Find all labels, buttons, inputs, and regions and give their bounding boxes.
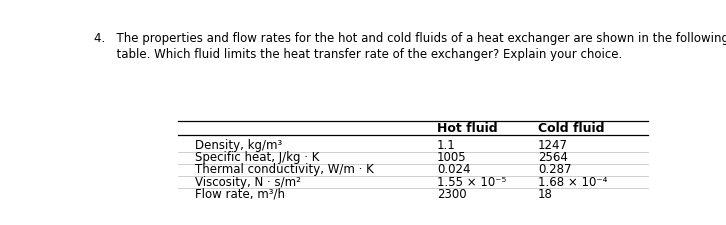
Text: 2300: 2300 bbox=[437, 188, 466, 201]
Text: 2564: 2564 bbox=[538, 151, 568, 164]
Text: 0.024: 0.024 bbox=[437, 163, 470, 176]
Text: table. Which fluid limits the heat transfer rate of the exchanger? Explain your : table. Which fluid limits the heat trans… bbox=[94, 48, 621, 61]
Text: Viscosity, N · s/m²: Viscosity, N · s/m² bbox=[195, 176, 301, 189]
Text: Flow rate, m³/h: Flow rate, m³/h bbox=[195, 188, 285, 201]
Text: 1247: 1247 bbox=[538, 139, 568, 152]
Text: 1005: 1005 bbox=[437, 151, 466, 164]
Text: 1.55 × 10⁻⁵: 1.55 × 10⁻⁵ bbox=[437, 176, 506, 189]
Text: Specific heat, J/kg · K: Specific heat, J/kg · K bbox=[195, 151, 319, 164]
Text: Hot fluid: Hot fluid bbox=[437, 122, 497, 135]
Text: Thermal conductivity, W/m · K: Thermal conductivity, W/m · K bbox=[195, 163, 374, 176]
Text: Cold fluid: Cold fluid bbox=[538, 122, 605, 135]
Text: 1.68 × 10⁻⁴: 1.68 × 10⁻⁴ bbox=[538, 176, 608, 189]
Text: 0.287: 0.287 bbox=[538, 163, 571, 176]
Text: 1.1: 1.1 bbox=[437, 139, 455, 152]
Text: 4.   The properties and flow rates for the hot and cold fluids of a heat exchang: 4. The properties and flow rates for the… bbox=[94, 32, 726, 45]
Text: 18: 18 bbox=[538, 188, 553, 201]
Text: Density, kg/m³: Density, kg/m³ bbox=[195, 139, 282, 152]
